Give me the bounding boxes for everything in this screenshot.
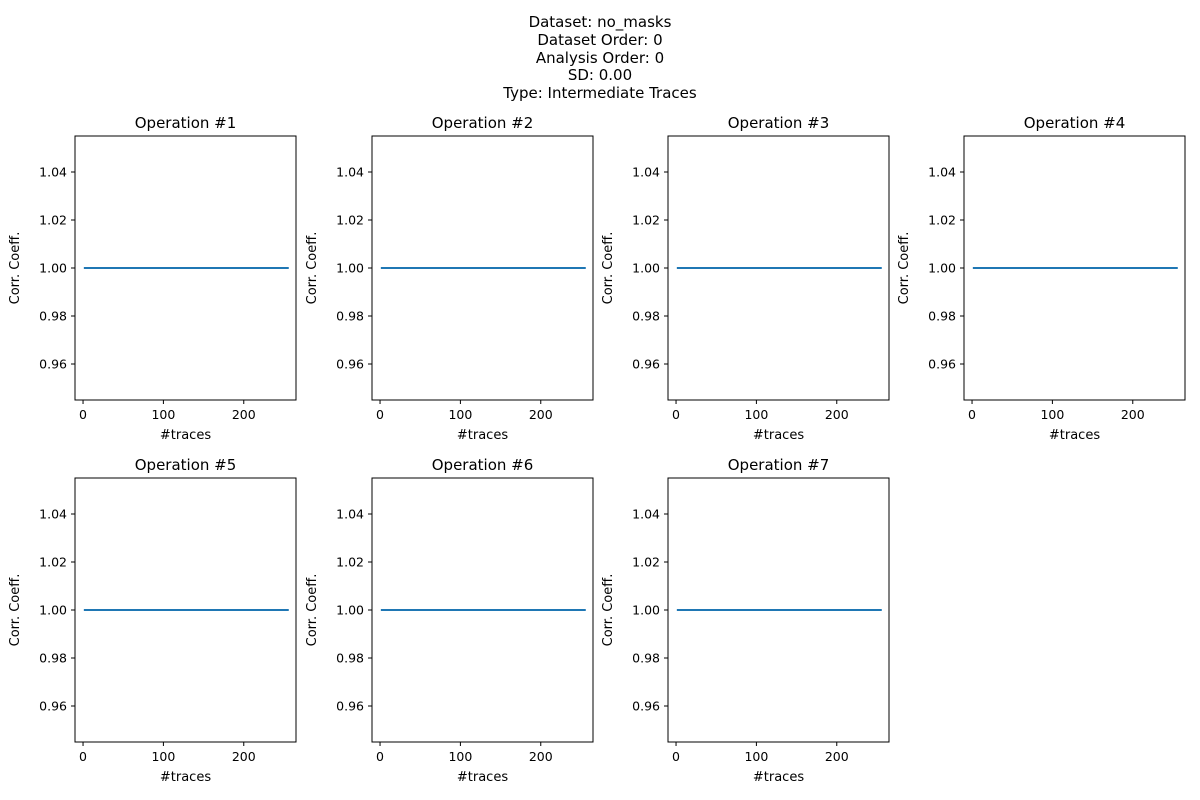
y-tick-label: 1.00 [39,261,67,276]
y-tick-label: 1.02 [336,213,364,228]
x-tick-label: 0 [79,407,87,422]
subplot-title: Operation #4 [1024,114,1126,132]
y-tick-label: 1.02 [928,213,956,228]
x-tick-label: 100 [744,749,768,764]
y-tick-label: 0.98 [39,651,67,666]
y-tick-label: 0.98 [632,309,660,324]
suptitle-dataset-order: Dataset Order: 0 [537,31,663,49]
y-tick-label: 1.00 [928,261,956,276]
x-tick-label: 100 [744,407,768,422]
y-tick-label: 0.96 [39,699,67,714]
x-tick-label: 0 [376,749,384,764]
x-axis-label: #traces [753,770,804,785]
subplot-operation-6: Operation #6 0 100 200 0.96 0.98 1.00 1.02 1.04 #… [305,456,594,785]
y-tick-label: 0.96 [632,357,660,372]
subplot-title: Operation #2 [432,114,534,132]
y-tick-label: 1.00 [632,261,660,276]
y-tick-label: 0.98 [39,309,67,324]
y-tick-label: 1.04 [39,165,67,180]
suptitle-type: Type: Intermediate Traces [503,84,697,102]
x-tick-label: 100 [448,407,472,422]
y-axis-label: Corr. Coeff. [305,574,320,647]
x-tick-label: 200 [232,749,256,764]
y-axis-label: Corr. Coeff. [8,232,23,305]
subplot-title: Operation #6 [432,456,534,474]
subplot-operation-7: Operation #7 0 100 200 0.96 0.98 1.00 1.02 1.04 #… [601,456,890,785]
y-axis-label: Corr. Coeff. [897,232,912,305]
y-tick-label: 0.96 [39,357,67,372]
x-tick-label: 0 [672,407,680,422]
y-tick-label: 1.00 [632,603,660,618]
y-tick-label: 1.04 [928,165,956,180]
x-tick-label: 0 [968,407,976,422]
x-tick-label: 200 [825,749,849,764]
suptitle-sd: SD: 0.00 [567,66,633,84]
y-axis-label: Corr. Coeff. [601,232,616,305]
y-tick-label: 0.98 [336,651,364,666]
y-tick-label: 0.98 [928,309,956,324]
subplot-title: Operation #1 [135,114,237,132]
x-tick-label: 100 [1040,407,1064,422]
x-tick-label: 200 [232,407,256,422]
suptitle-analysis-order: Analysis Order: 0 [535,49,665,67]
subplot-operation-5: Operation #5 0 100 200 0.96 0.98 1.00 1.02 1.04 #… [8,456,297,785]
x-axis-label: #traces [753,428,804,443]
y-tick-label: 1.00 [336,603,364,618]
subplot-operation-2: Operation #2 0 100 200 0.96 0.98 1.00 1.02 1.04 #… [305,114,594,443]
y-tick-label: 0.96 [632,699,660,714]
x-tick-label: 200 [529,749,553,764]
y-tick-label: 1.04 [632,507,660,522]
x-axis-label: #traces [160,428,211,443]
y-tick-label: 1.00 [39,603,67,618]
subplot-title: Operation #3 [728,114,830,132]
suptitle-dataset: Dataset: no_masks [528,13,672,31]
y-tick-label: 1.00 [336,261,364,276]
x-axis-label: #traces [457,770,508,785]
y-tick-label: 1.04 [39,507,67,522]
y-tick-label: 1.02 [632,555,660,570]
y-tick-label: 0.96 [928,357,956,372]
subplot-operation-4: Operation #4 0 100 200 0.96 0.98 1.00 1.02 1.04 #… [897,114,1186,443]
x-axis-label: #traces [457,428,508,443]
y-axis-label: Corr. Coeff. [8,574,23,647]
x-tick-label: 200 [1121,407,1145,422]
x-tick-label: 0 [672,749,680,764]
subplot-title: Operation #5 [135,456,237,474]
subplot-operation-3: Operation #3 0 100 200 0.96 0.98 1.00 1.02 1.04 #… [601,114,890,443]
y-tick-label: 1.04 [336,165,364,180]
x-tick-label: 0 [376,407,384,422]
y-tick-label: 1.02 [39,213,67,228]
y-tick-label: 0.96 [336,699,364,714]
x-tick-label: 200 [825,407,849,422]
x-tick-label: 0 [79,749,87,764]
x-tick-label: 200 [529,407,553,422]
y-tick-label: 1.02 [336,555,364,570]
y-tick-label: 0.98 [336,309,364,324]
y-tick-label: 0.96 [336,357,364,372]
x-axis-label: #traces [1049,428,1100,443]
x-axis-label: #traces [160,770,211,785]
y-axis-label: Corr. Coeff. [601,574,616,647]
subplot-title: Operation #7 [728,456,830,474]
subplot-operation-1: Operation #1 0 100 200 0.96 0.98 1.00 1.02 1.04 #… [8,114,297,443]
y-tick-label: 0.98 [632,651,660,666]
y-axis-label: Corr. Coeff. [305,232,320,305]
x-tick-label: 100 [151,407,175,422]
x-tick-label: 100 [448,749,472,764]
y-tick-label: 1.04 [336,507,364,522]
y-tick-label: 1.02 [39,555,67,570]
y-tick-label: 1.04 [632,165,660,180]
x-tick-label: 100 [151,749,175,764]
y-tick-label: 1.02 [632,213,660,228]
